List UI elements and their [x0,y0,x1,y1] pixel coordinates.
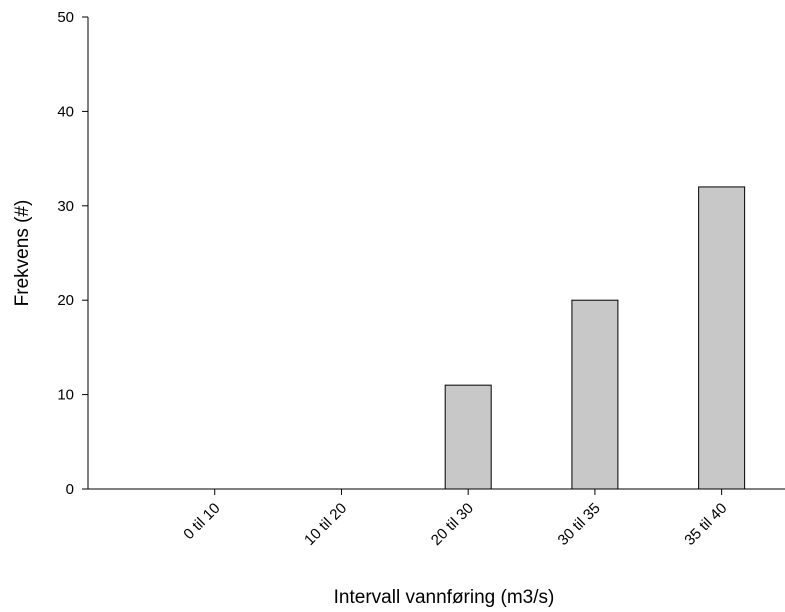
axes-group [87,17,785,490]
y-tick-label: 40 [57,103,74,120]
y-tick-label: 20 [57,292,74,309]
y-tick-label: 30 [57,198,74,215]
x-ticks-group: 0 til 10 10 til 20 20 til 30 30 til 35 35 ti… [180,489,730,549]
y-tick-label: 50 [57,9,74,26]
y-tick-label: 0 [66,481,74,498]
bar-3 [571,299,619,490]
x-tick-label: 10 til 20 [301,500,350,549]
y-tick-label: 10 [57,387,74,404]
y-axis-title: Frekvens (#) [12,200,33,307]
bar-2 [444,384,492,490]
bar-4 [698,186,746,490]
x-tick-label: 30 til 35 [555,500,604,549]
y-ticks-group: 0 10 20 30 40 50 [57,9,88,498]
x-tick-label: 35 til 40 [681,500,730,549]
x-tick-label: 0 til 10 [180,500,223,543]
bars-group [444,186,746,490]
x-axis-title: Intervall vannføring (m3/s) [334,587,555,608]
x-tick-label: 20 til 30 [428,500,477,549]
